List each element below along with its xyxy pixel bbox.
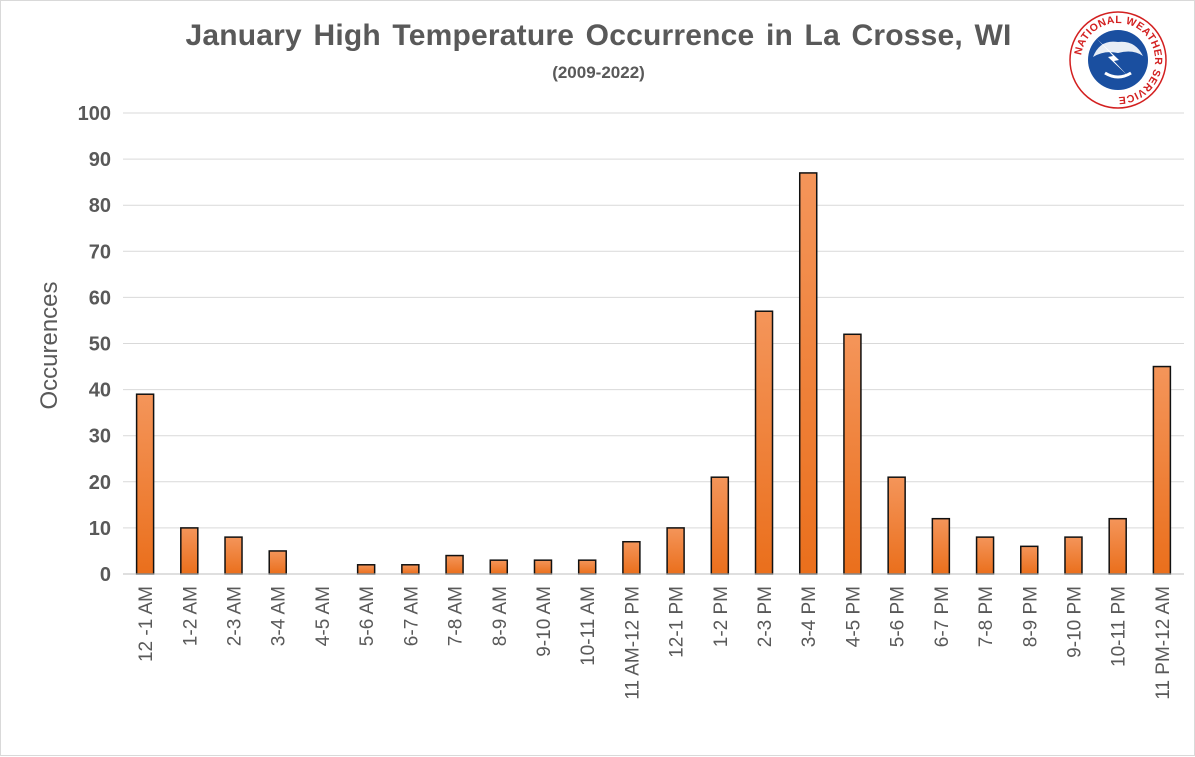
bar: [887, 476, 906, 575]
x-axis-ticks: 12 -1 AM 1-2 AM 2-3 AM 3-4 AM 4-5 AM 5-6 AM 6-…: [136, 586, 1174, 700]
bars: [135, 172, 1172, 575]
x-tick-label: 8-9 PM: [1020, 586, 1041, 647]
x-tick-label: 11 PM-12 AM: [1153, 586, 1174, 700]
bar: [445, 554, 464, 575]
x-tick-label: 9-10 PM: [1064, 586, 1085, 658]
y-tick-label: 80: [89, 195, 111, 217]
bar: [180, 527, 199, 575]
bar: [798, 172, 818, 575]
x-tick-label: 10-11 PM: [1109, 586, 1130, 667]
bar: [533, 559, 553, 575]
y-tick-label: 40: [89, 380, 111, 402]
chart-subtitle: (2009-2022): [552, 63, 645, 82]
x-tick-label: 7-8 PM: [976, 586, 997, 647]
bar: [710, 476, 730, 575]
y-tick-label: 90: [89, 149, 111, 171]
x-tick-label: 12-1 PM: [667, 586, 688, 658]
bar: [489, 559, 509, 575]
bar: [1064, 536, 1083, 575]
x-tick-label: 2-3 PM: [755, 586, 776, 647]
bar: [401, 564, 420, 575]
bar: [577, 559, 597, 575]
bar: [1020, 545, 1039, 575]
x-tick-label: 6-7 AM: [401, 586, 422, 646]
y-tick-label: 20: [89, 472, 111, 494]
y-tick-label: 100: [78, 103, 111, 125]
x-tick-label: 7-8 AM: [446, 586, 467, 646]
x-tick-label: 4-5 PM: [843, 586, 864, 647]
bar: [622, 540, 641, 575]
x-tick-label: 6-7 PM: [932, 586, 953, 647]
x-tick-label: 8-9 AM: [490, 586, 511, 646]
bar: [356, 564, 376, 575]
bar: [975, 536, 995, 575]
y-axis-ticks: 0 10 20 30 40 50 60 70 80 90 100: [78, 103, 111, 586]
x-tick-label: 1-2 PM: [711, 586, 732, 647]
y-tick-label: 60: [89, 287, 111, 309]
x-tick-label: 11 AM-12 PM: [622, 586, 643, 700]
bar: [931, 517, 951, 575]
x-tick-label: 10-11 AM: [578, 586, 599, 666]
bar: [1152, 365, 1172, 575]
x-tick-label: 12 -1 AM: [136, 586, 157, 662]
bar: [268, 550, 287, 575]
x-tick-label: 2-3 AM: [225, 586, 246, 646]
y-tick-label: 30: [89, 426, 111, 448]
y-tick-label: 0: [100, 564, 111, 586]
x-tick-label: 5-6 PM: [888, 586, 909, 647]
bar: [843, 333, 862, 575]
bar: [754, 310, 774, 575]
bar: [135, 393, 155, 575]
x-tick-label: 3-4 PM: [799, 586, 820, 647]
y-tick-label: 50: [89, 334, 111, 356]
y-tick-label: 10: [89, 518, 111, 540]
x-tick-label: 4-5 AM: [313, 586, 334, 646]
x-tick-label: 1-2 AM: [180, 586, 201, 646]
y-axis-label: Occurences: [36, 281, 63, 409]
bar: [1108, 517, 1127, 575]
gridlines: [123, 112, 1184, 529]
x-tick-label: 5-6 AM: [357, 586, 378, 646]
bar: [666, 527, 685, 575]
x-tick-label: 3-4 AM: [269, 586, 290, 646]
chart-title: January High Temperature Occurrence in L…: [185, 19, 1012, 52]
bar: [224, 536, 243, 575]
y-tick-label: 70: [89, 241, 111, 263]
x-tick-label: 9-10 AM: [534, 586, 555, 657]
nws-logo-icon: NATIONAL WEATHER SERVICE: [1069, 11, 1167, 109]
